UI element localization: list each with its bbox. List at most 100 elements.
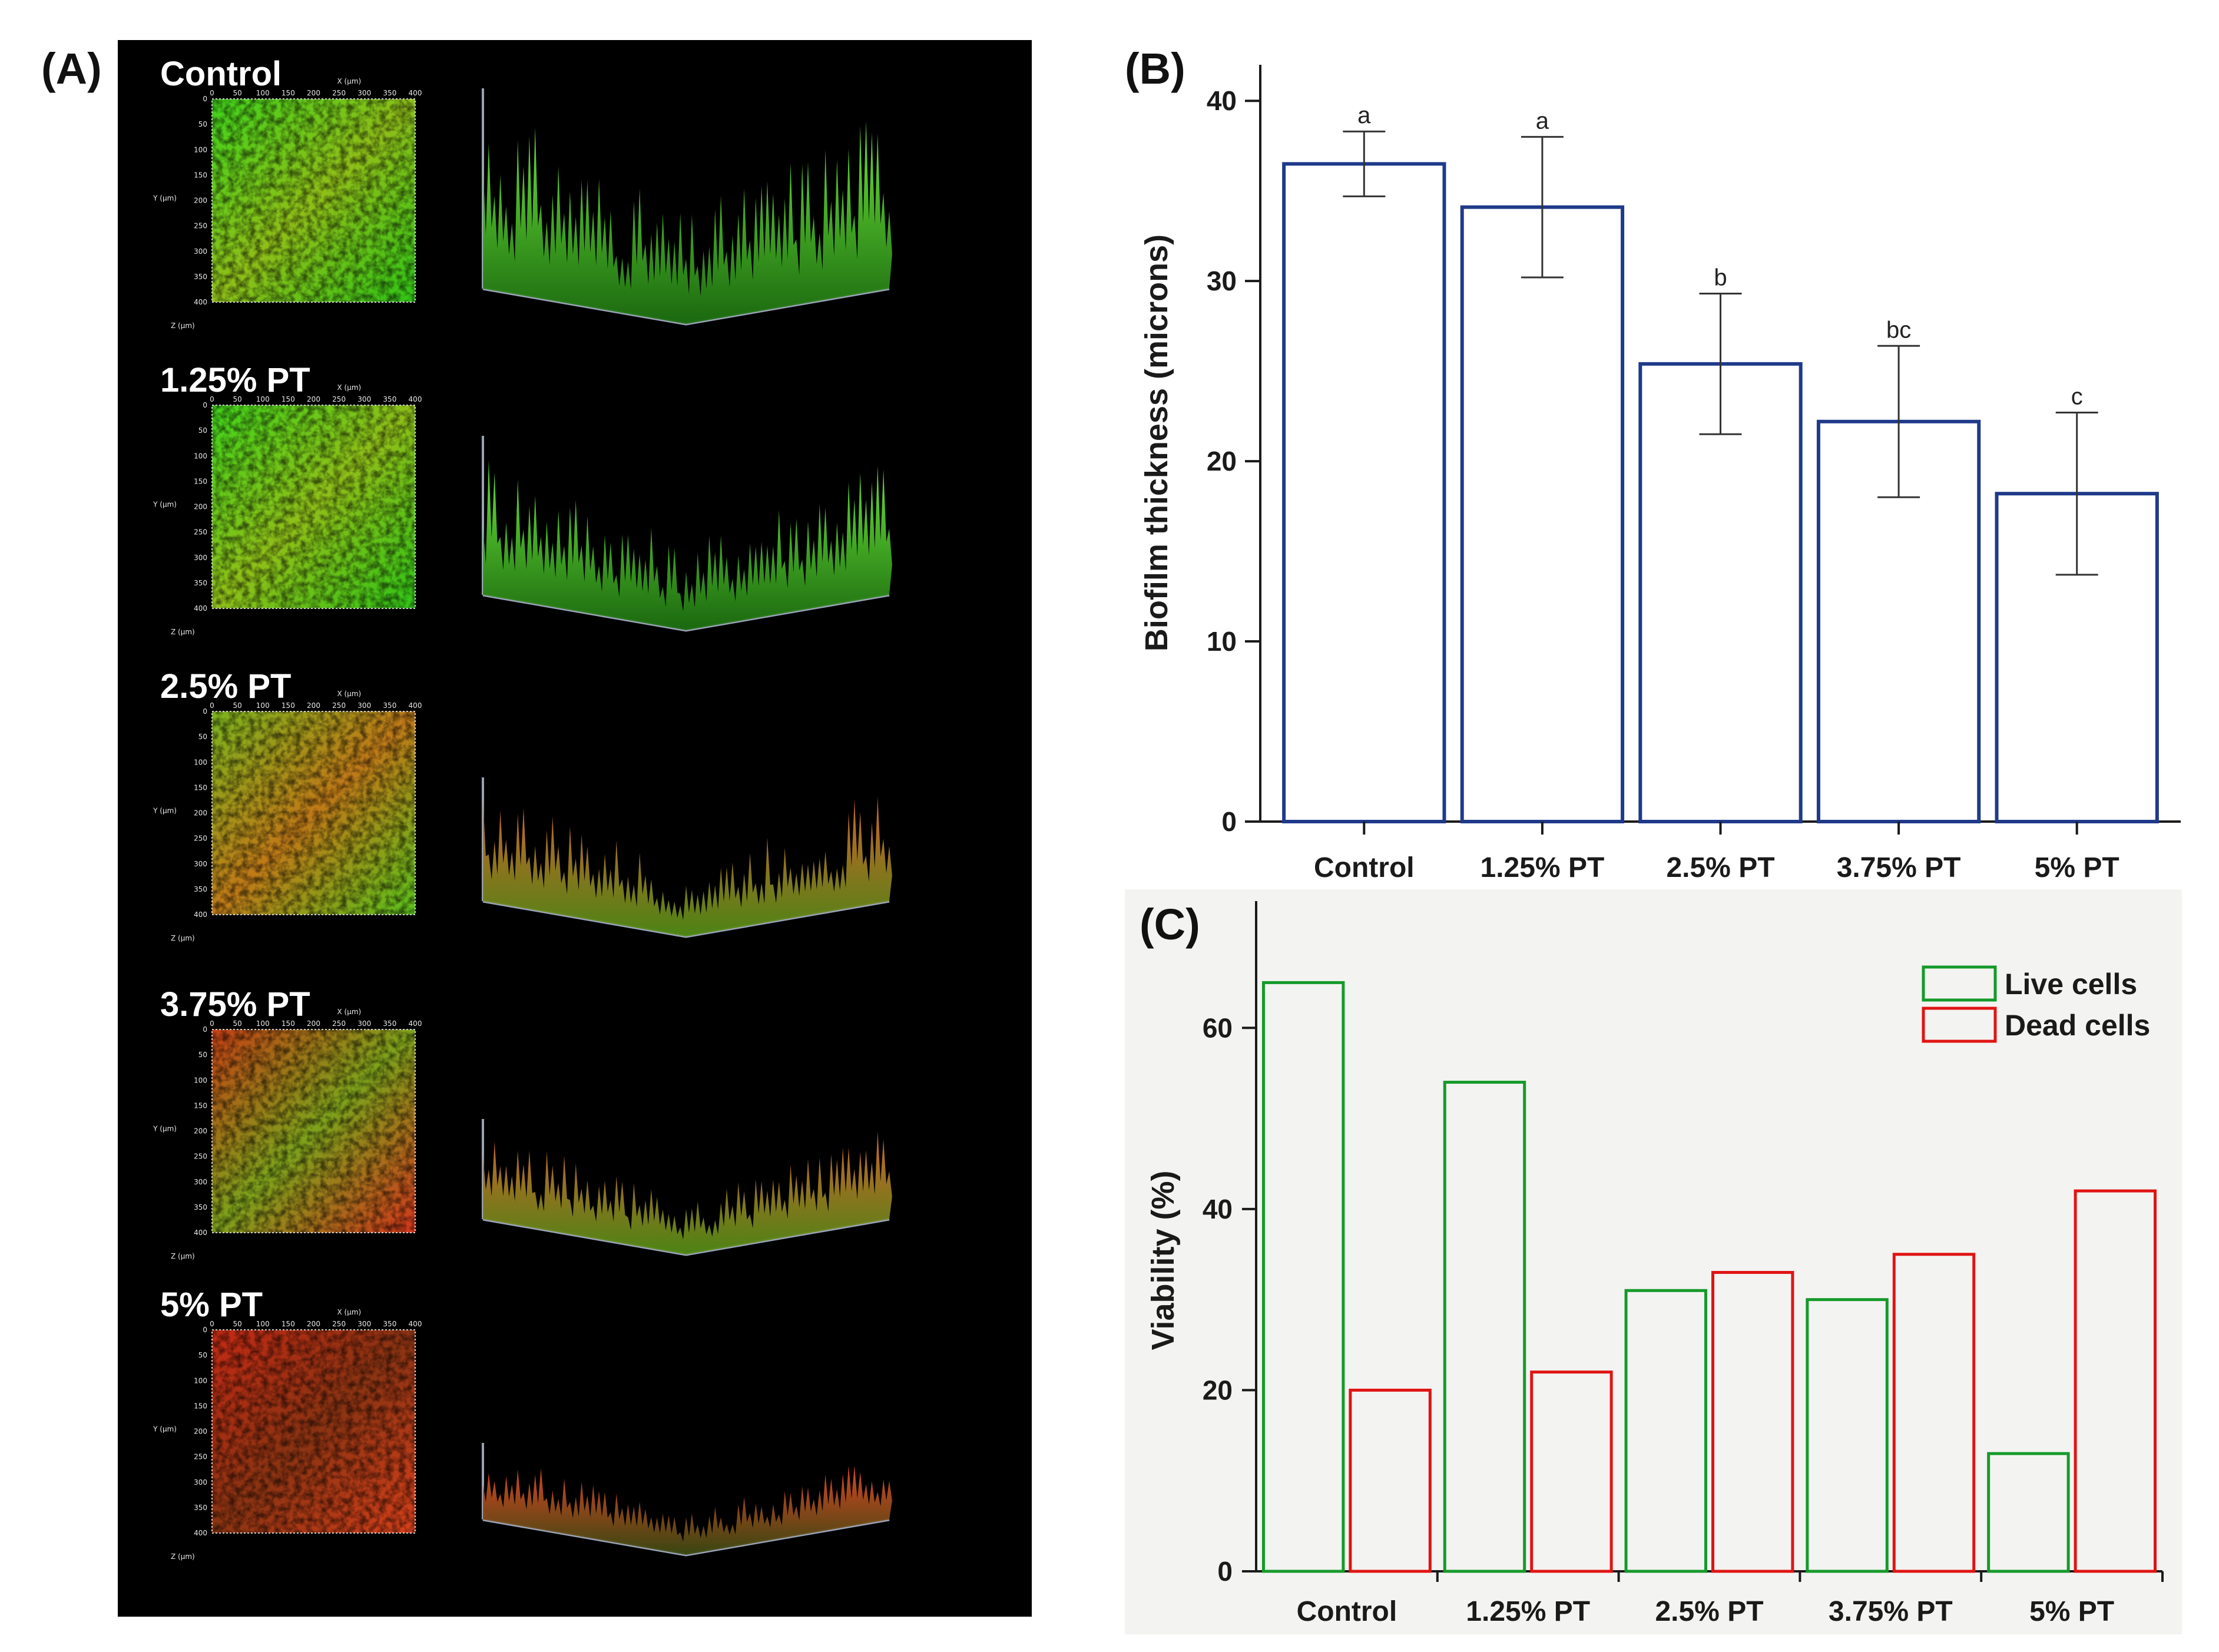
y-tick-label: 20 (1203, 1375, 1233, 1405)
x-tick-label: 250 (332, 89, 346, 97)
live-cells-bar (1261, 981, 1345, 1573)
panel-b-label: (B) (1125, 44, 1185, 93)
x-axis-title: X (μm) (337, 690, 362, 698)
micrograph-row: Control005050100100150150200200250250300… (153, 55, 892, 330)
x-tick-label: 150 (281, 1019, 295, 1028)
micrograph-row: 5% PT00505010010015015020020025025030030… (153, 1286, 892, 1561)
y-tick-label: 300 (194, 554, 207, 562)
y-tick-label: 200 (194, 503, 207, 511)
y-tick-label: 0 (203, 95, 207, 103)
y-tick-label: 350 (194, 579, 207, 587)
confocal-texture (212, 99, 415, 302)
z-axis-title: Z (μm) (171, 322, 195, 330)
legend-swatch-live (1922, 965, 1997, 1002)
thickness-y-title: Biofilm thickness (microns) (1139, 234, 1174, 651)
y-tick-label: 350 (194, 885, 207, 893)
y-tick-label: 350 (194, 1504, 207, 1512)
x-tick-label: 0 (210, 395, 214, 403)
significance-letter: c (2071, 383, 2083, 409)
x-tick-label: 3.75% PT (1837, 852, 1961, 883)
live-cells-bar (1987, 1452, 2070, 1573)
x-tick-label: 50 (233, 1320, 241, 1328)
y-tick-label: 350 (194, 1203, 207, 1211)
thickness-chart: Biofilm thickness (microns) 0 10 20 30 40 a C… (1139, 65, 2181, 883)
dead-cells-bar (2074, 1189, 2157, 1573)
x-tick-label: 100 (256, 89, 270, 97)
surface-3d (482, 777, 892, 938)
y-tick-label: 400 (194, 604, 207, 613)
y-tick-label: 250 (194, 528, 207, 537)
x-tick-label: 300 (357, 395, 371, 403)
surface-spikes (483, 460, 892, 630)
x-tick-label: 400 (409, 1019, 422, 1028)
y-tick-label: 150 (194, 171, 207, 179)
significance-letter: a (1536, 108, 1549, 134)
panel-c-label: (C) (1140, 900, 1200, 949)
image-frame (211, 405, 416, 609)
x-tick-label: 50 (233, 1019, 241, 1028)
x-tick-label: 300 (357, 1320, 371, 1328)
x-tick-label: 0 (210, 89, 214, 97)
x-tick-label: 300 (357, 1019, 371, 1028)
viability-y-title: Viability (%) (1145, 1170, 1181, 1350)
y-tick-label: 150 (194, 1101, 207, 1110)
y-tick-label: 60 (1203, 1012, 1233, 1043)
x-tick-label: 250 (332, 1019, 346, 1028)
legend-swatch-dead (1922, 1007, 1997, 1043)
z-axis-title: Z (μm) (171, 1252, 195, 1260)
image-frame (211, 1329, 416, 1534)
x-tick-label: 0 (210, 1320, 214, 1328)
x-tick-label: 150 (281, 1320, 295, 1328)
dead-cells-bar (1349, 1388, 1432, 1573)
significance-letter: b (1714, 265, 1727, 291)
legend-label-live: Live cells (2005, 968, 2137, 1001)
condition-label: Control (160, 55, 281, 93)
legend-label-dead: Dead cells (2005, 1009, 2150, 1042)
x-tick-label: 100 (256, 395, 270, 403)
x-tick-label: 300 (357, 89, 371, 97)
x-tick-label: 100 (256, 701, 270, 710)
y-tick-label: 50 (198, 733, 207, 741)
y-tick-label: 250 (194, 1453, 207, 1461)
y-tick-label: 400 (194, 911, 207, 919)
x-tick-label: 200 (307, 1320, 320, 1328)
x-tick-label: Control (1297, 1596, 1397, 1627)
surface-3d (482, 1443, 892, 1557)
dead-cells-bar (1711, 1271, 1794, 1573)
y-tick-label: 30 (1207, 266, 1237, 296)
y-axis-title: Y (μm) (153, 807, 177, 815)
z-axis-title: Z (μm) (171, 628, 195, 636)
thickness-bar (1282, 162, 1446, 823)
y-tick-label: 100 (194, 452, 207, 460)
x-axis-title: X (μm) (337, 383, 362, 392)
viability-legend: Live cells Dead cells (1922, 965, 2150, 1043)
image-frame (211, 98, 416, 303)
live-cells-bar (1806, 1298, 1889, 1573)
x-tick-label: 250 (332, 395, 346, 403)
x-tick-label: 150 (281, 701, 295, 710)
y-tick-label: 0 (203, 401, 207, 409)
surface-spikes (483, 1131, 892, 1254)
y-tick-label: 150 (194, 783, 207, 792)
y-tick-label: 250 (194, 1153, 207, 1161)
x-tick-label: 400 (409, 89, 422, 97)
y-tick-label: 250 (194, 835, 207, 843)
x-tick-label: 200 (307, 89, 320, 97)
viability-chart: Viability (%) 0 20 40 60 Control 1.25% PT 2.5… (1145, 901, 2164, 1627)
y-tick-label: 300 (194, 1178, 207, 1186)
x-tick-label: 250 (332, 1320, 346, 1328)
surface-spikes (483, 121, 892, 325)
x-tick-label: 100 (256, 1019, 270, 1028)
y-tick-label: 350 (194, 273, 207, 281)
x-tick-label: 1.25% PT (1466, 1596, 1590, 1627)
x-tick-label: 400 (409, 1320, 422, 1328)
confocal-texture (212, 405, 415, 608)
x-tick-label: 250 (332, 701, 346, 710)
y-axis-title: Y (μm) (153, 1425, 177, 1434)
y-tick-label: 100 (194, 1376, 207, 1385)
y-tick-label: 200 (194, 1127, 207, 1135)
significance-letter: a (1357, 102, 1371, 128)
micrograph-row: 1.25% PT00505010010015015020020025025030… (153, 361, 892, 636)
y-tick-label: 50 (198, 120, 207, 128)
